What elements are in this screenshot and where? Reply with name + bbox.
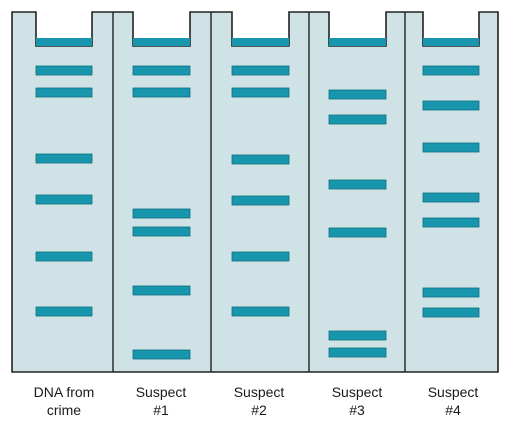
lane-label-line1: Suspect xyxy=(233,384,285,400)
wells xyxy=(36,38,479,46)
gel-slab xyxy=(11,11,499,373)
band-lane3-5 xyxy=(231,251,290,262)
band-lane1-6 xyxy=(35,306,93,317)
band-lane1-3 xyxy=(35,153,93,164)
lane-label-line1: DNA from xyxy=(33,384,95,400)
lane-label-line2: crime xyxy=(46,402,82,418)
lane-label-line2: #4 xyxy=(445,402,461,418)
band-lane3-1 xyxy=(231,65,290,76)
lane-label-line2: #2 xyxy=(251,402,267,418)
band-lane1-2 xyxy=(35,87,93,98)
band-lane3-6 xyxy=(231,306,290,317)
lane-label-line1: Suspect xyxy=(427,384,479,400)
band-lane5-3 xyxy=(422,142,480,153)
band-lane4-5 xyxy=(328,330,387,341)
lane-label-suspect-1: Suspect #1 xyxy=(113,383,209,419)
band-lane5-4 xyxy=(422,192,480,203)
band-lane1-5 xyxy=(35,251,93,262)
band-lane2-1 xyxy=(132,65,191,76)
band-lane2-4 xyxy=(132,226,191,237)
band-lane3-3 xyxy=(231,154,290,165)
lane-label-line2: #3 xyxy=(349,402,365,418)
band-lane4-3 xyxy=(328,179,387,190)
lane-label-line1: Suspect xyxy=(331,384,383,400)
band-lane5-2 xyxy=(422,100,480,111)
band-lane5-5 xyxy=(422,217,480,228)
band-lane1-1 xyxy=(35,65,93,76)
dna-bands xyxy=(35,65,480,360)
band-lane4-6 xyxy=(328,347,387,358)
band-lane5-7 xyxy=(422,307,480,318)
band-lane1-4 xyxy=(35,194,93,205)
well-4 xyxy=(329,38,386,46)
lane-label-line1: Suspect xyxy=(135,384,187,400)
band-lane2-3 xyxy=(132,208,191,219)
lane-label-line2: #1 xyxy=(153,402,169,418)
lane-label-suspect-3: Suspect #3 xyxy=(309,383,405,419)
band-lane5-1 xyxy=(422,65,480,76)
well-2 xyxy=(133,38,190,46)
band-lane5-6 xyxy=(422,287,480,298)
band-lane2-2 xyxy=(132,87,191,98)
band-lane2-5 xyxy=(132,285,191,296)
band-lane4-4 xyxy=(328,227,387,238)
lane-label-suspect-4: Suspect #4 xyxy=(405,383,501,419)
band-lane3-2 xyxy=(231,87,290,98)
band-lane4-2 xyxy=(328,114,387,125)
lane-dividers xyxy=(112,12,406,372)
band-lane3-4 xyxy=(231,195,290,206)
well-1 xyxy=(36,38,92,46)
well-3 xyxy=(232,38,289,46)
lane-label-crime: DNA from crime xyxy=(16,383,112,419)
well-5 xyxy=(423,38,479,46)
band-lane4-1 xyxy=(328,89,387,100)
band-lane2-6 xyxy=(132,349,191,360)
lane-label-suspect-2: Suspect #2 xyxy=(211,383,307,419)
